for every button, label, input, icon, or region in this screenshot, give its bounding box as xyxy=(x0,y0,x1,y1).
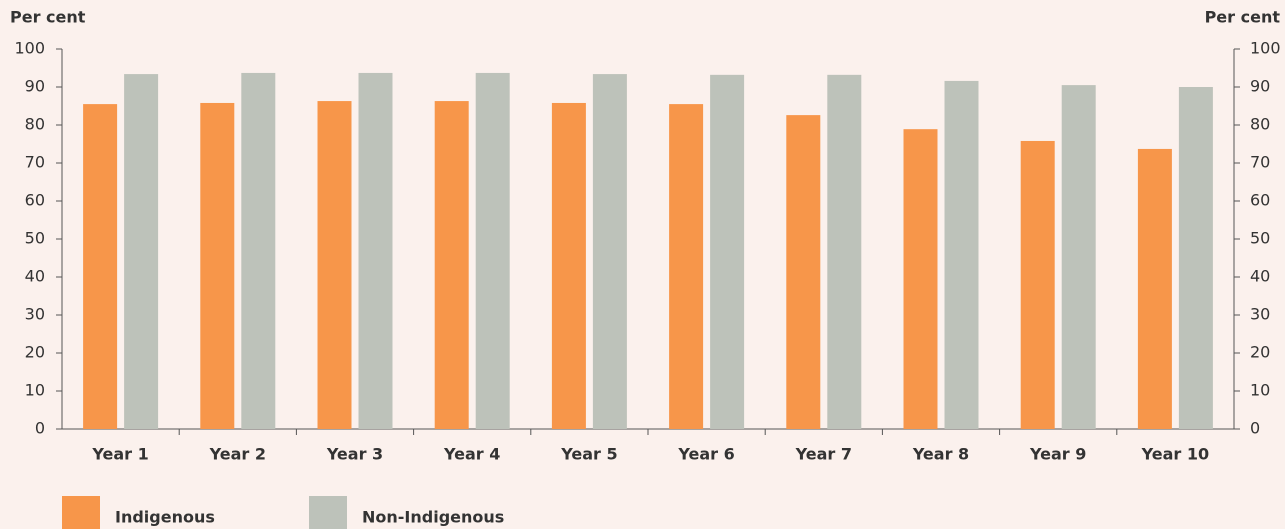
x-tick-label: Year 4 xyxy=(443,445,500,464)
legend-swatch xyxy=(62,496,100,529)
y-tick-label: 70 xyxy=(25,153,45,172)
x-tick-label: Year 1 xyxy=(91,445,148,464)
bar xyxy=(200,102,235,430)
bar xyxy=(83,104,118,429)
y2-tick-label: 20 xyxy=(1250,343,1270,362)
bar xyxy=(475,72,510,429)
bar xyxy=(903,129,938,429)
bar xyxy=(710,74,745,429)
y-tick-label: 90 xyxy=(25,77,45,96)
bar xyxy=(592,74,627,429)
y-tick-label: 20 xyxy=(25,343,45,362)
bar xyxy=(1178,87,1213,429)
x-tick-label: Year 5 xyxy=(560,445,617,464)
y-tick-label: 100 xyxy=(14,39,45,58)
y2-tick-label: 50 xyxy=(1250,229,1270,248)
bar xyxy=(434,101,469,429)
bar xyxy=(944,80,979,430)
bar xyxy=(669,104,704,429)
y-tick-label: 60 xyxy=(25,191,45,210)
bar xyxy=(358,72,393,429)
x-tick-label: Year 6 xyxy=(677,445,734,464)
y2-tick-label: 60 xyxy=(1250,191,1270,210)
y-tick-label: 80 xyxy=(25,115,45,134)
bar xyxy=(551,102,586,430)
legend-label: Non-Indigenous xyxy=(362,508,504,527)
x-tick-label: Year 10 xyxy=(1141,445,1210,464)
y-tick-label: 40 xyxy=(25,267,45,286)
legend-swatch xyxy=(309,496,347,529)
bar xyxy=(1061,85,1096,429)
bar xyxy=(317,101,352,429)
y2-tick-label: 100 xyxy=(1250,39,1281,58)
y-axis-label: Per cent xyxy=(10,8,86,27)
y-tick-label: 50 xyxy=(25,229,45,248)
y2-tick-label: 40 xyxy=(1250,267,1270,286)
y2-tick-label: 0 xyxy=(1250,419,1260,438)
x-tick-label: Year 9 xyxy=(1029,445,1086,464)
y2-tick-label: 80 xyxy=(1250,115,1270,134)
y2-axis-label: Per cent xyxy=(1205,8,1281,27)
bar xyxy=(124,74,159,429)
bar xyxy=(827,74,862,429)
bar xyxy=(1137,148,1172,429)
legend-label: Indigenous xyxy=(115,508,215,527)
y2-tick-label: 30 xyxy=(1250,305,1270,324)
y2-tick-label: 70 xyxy=(1250,153,1270,172)
bar xyxy=(241,72,276,429)
bar xyxy=(1020,140,1055,429)
y-tick-label: 30 xyxy=(25,305,45,324)
x-tick-label: Year 7 xyxy=(795,445,852,464)
x-tick-label: Year 3 xyxy=(326,445,383,464)
y2-tick-label: 10 xyxy=(1250,381,1270,400)
y-tick-label: 0 xyxy=(35,419,45,438)
y-tick-label: 10 xyxy=(25,381,45,400)
x-tick-label: Year 8 xyxy=(912,445,969,464)
y2-tick-label: 90 xyxy=(1250,77,1270,96)
x-tick-label: Year 2 xyxy=(209,445,266,464)
bar xyxy=(786,115,821,430)
